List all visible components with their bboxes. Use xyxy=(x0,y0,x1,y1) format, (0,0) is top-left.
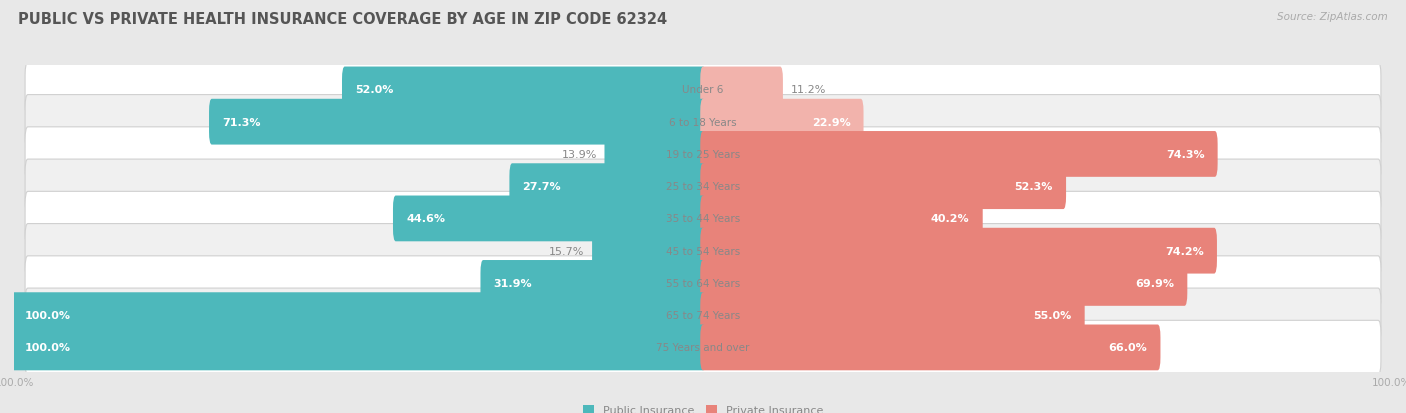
Text: 27.7%: 27.7% xyxy=(523,182,561,192)
Text: 55 to 64 Years: 55 to 64 Years xyxy=(666,278,740,288)
FancyBboxPatch shape xyxy=(25,192,1381,246)
Text: 13.9%: 13.9% xyxy=(561,150,598,159)
Text: 74.2%: 74.2% xyxy=(1166,246,1204,256)
FancyBboxPatch shape xyxy=(481,260,706,306)
Text: 71.3%: 71.3% xyxy=(222,117,260,127)
Text: 66.0%: 66.0% xyxy=(1108,343,1147,353)
Text: 25 to 34 Years: 25 to 34 Years xyxy=(666,182,740,192)
Text: Under 6: Under 6 xyxy=(682,85,724,95)
FancyBboxPatch shape xyxy=(700,260,1187,306)
Text: 52.0%: 52.0% xyxy=(356,85,394,95)
Text: 52.3%: 52.3% xyxy=(1015,182,1053,192)
Legend: Public Insurance, Private Insurance: Public Insurance, Private Insurance xyxy=(583,405,823,413)
Text: 75 Years and over: 75 Years and over xyxy=(657,343,749,353)
Text: 65 to 74 Years: 65 to 74 Years xyxy=(666,311,740,320)
FancyBboxPatch shape xyxy=(605,132,706,178)
Text: 31.9%: 31.9% xyxy=(494,278,533,288)
FancyBboxPatch shape xyxy=(25,160,1381,214)
FancyBboxPatch shape xyxy=(25,320,1381,375)
FancyBboxPatch shape xyxy=(25,63,1381,117)
Text: 100.0%: 100.0% xyxy=(24,343,70,353)
Text: 40.2%: 40.2% xyxy=(931,214,970,224)
FancyBboxPatch shape xyxy=(25,128,1381,182)
FancyBboxPatch shape xyxy=(11,292,706,338)
FancyBboxPatch shape xyxy=(700,228,1218,274)
FancyBboxPatch shape xyxy=(700,325,1160,370)
FancyBboxPatch shape xyxy=(394,196,706,242)
Text: 100.0%: 100.0% xyxy=(24,311,70,320)
Text: 69.9%: 69.9% xyxy=(1135,278,1174,288)
Text: 45 to 54 Years: 45 to 54 Years xyxy=(666,246,740,256)
FancyBboxPatch shape xyxy=(25,256,1381,310)
FancyBboxPatch shape xyxy=(700,100,863,145)
FancyBboxPatch shape xyxy=(342,67,706,113)
FancyBboxPatch shape xyxy=(209,100,706,145)
Text: 22.9%: 22.9% xyxy=(811,117,851,127)
FancyBboxPatch shape xyxy=(509,164,706,209)
FancyBboxPatch shape xyxy=(700,164,1066,209)
FancyBboxPatch shape xyxy=(25,95,1381,150)
FancyBboxPatch shape xyxy=(592,228,706,274)
Text: 19 to 25 Years: 19 to 25 Years xyxy=(666,150,740,159)
Text: 55.0%: 55.0% xyxy=(1033,311,1071,320)
Text: Source: ZipAtlas.com: Source: ZipAtlas.com xyxy=(1277,12,1388,22)
Text: 44.6%: 44.6% xyxy=(406,214,446,224)
Text: 35 to 44 Years: 35 to 44 Years xyxy=(666,214,740,224)
FancyBboxPatch shape xyxy=(25,224,1381,278)
Text: 6 to 18 Years: 6 to 18 Years xyxy=(669,117,737,127)
FancyBboxPatch shape xyxy=(700,67,783,113)
FancyBboxPatch shape xyxy=(25,288,1381,342)
Text: 74.3%: 74.3% xyxy=(1166,150,1205,159)
FancyBboxPatch shape xyxy=(700,132,1218,178)
FancyBboxPatch shape xyxy=(700,196,983,242)
Text: 11.2%: 11.2% xyxy=(790,85,825,95)
FancyBboxPatch shape xyxy=(700,292,1084,338)
FancyBboxPatch shape xyxy=(11,325,706,370)
Text: PUBLIC VS PRIVATE HEALTH INSURANCE COVERAGE BY AGE IN ZIP CODE 62324: PUBLIC VS PRIVATE HEALTH INSURANCE COVER… xyxy=(18,12,668,27)
Text: 15.7%: 15.7% xyxy=(550,246,585,256)
